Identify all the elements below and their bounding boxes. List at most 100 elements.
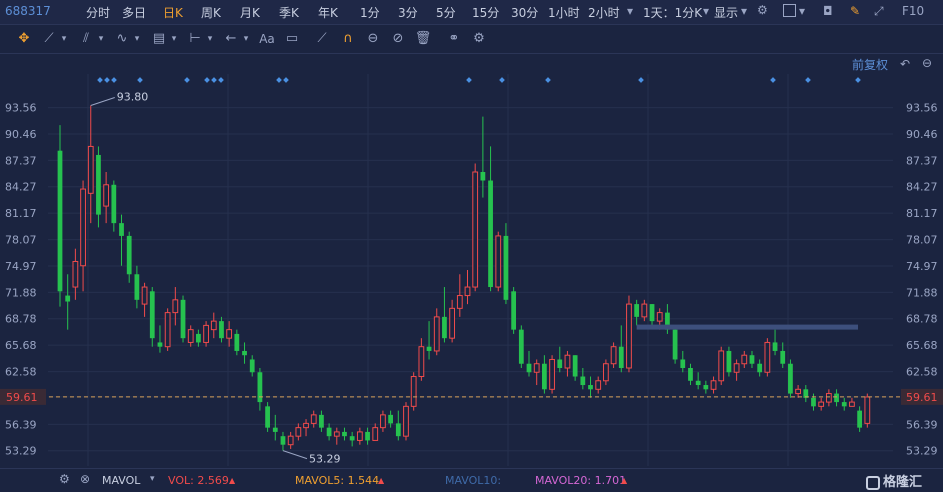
- settings-icon[interactable]: ⚙: [59, 472, 70, 486]
- candle-body-down: [326, 427, 332, 437]
- candle-body-up: [380, 414, 386, 429]
- current-price-badge-left: [0, 388, 46, 405]
- chevron-down-icon[interactable]: ▾: [150, 474, 155, 484]
- adjust-toggle[interactable]: 前复权: [852, 58, 889, 72]
- settings-icon[interactable]: ⚙: [473, 31, 485, 46]
- candle-body-down: [126, 235, 132, 275]
- candle-body-down: [680, 359, 686, 368]
- candle-body-down: [111, 184, 117, 224]
- indicator-name[interactable]: MAVOL: [102, 474, 141, 487]
- candle-body-down: [57, 150, 63, 292]
- candle-body-down: [149, 291, 155, 339]
- interval-select[interactable]: 1天：1分K: [643, 6, 703, 20]
- wave-icon[interactable]: ∿: [116, 31, 128, 46]
- chevron-down-icon[interactable]: ▾: [98, 34, 104, 44]
- period-tab-1min[interactable]: 1分: [360, 6, 380, 20]
- candle-body-down: [695, 380, 701, 386]
- chevron-down-icon[interactable]: ▾: [207, 34, 213, 44]
- candle-body-up: [825, 393, 832, 403]
- chevron-down-icon[interactable]: ▾: [243, 34, 249, 44]
- y-tick-label-left: 71.88: [5, 286, 37, 299]
- candle-body-down: [649, 304, 655, 322]
- comment-icon[interactable]: ▭: [285, 31, 299, 46]
- candle-body-down: [588, 385, 593, 390]
- magnet-icon[interactable]: ∩: [343, 31, 353, 46]
- line-icon[interactable]: ⟋: [44, 31, 54, 46]
- camera-icon[interactable]: ◘: [823, 4, 833, 18]
- channel-icon[interactable]: ⫽: [83, 31, 89, 46]
- chevron-down-icon: ▾: [799, 4, 806, 18]
- y-tick-label-right: 74.97: [906, 260, 938, 273]
- signal-marker: [97, 77, 103, 83]
- period-tab-15min[interactable]: 15分: [472, 6, 500, 20]
- ruler-icon[interactable]: ⟋: [317, 31, 327, 46]
- zoom-out-icon[interactable]: ⊖: [922, 56, 933, 70]
- signal-marker: [204, 77, 210, 83]
- vol-value: VOL: 2.569: [168, 474, 229, 487]
- candle-body-down: [249, 359, 255, 373]
- period-tab-fenshi[interactable]: 分时: [86, 6, 111, 20]
- settings-gear-icon[interactable]: ⚙: [757, 3, 768, 17]
- candle-body-up: [718, 350, 725, 382]
- candle-body-up: [656, 312, 663, 322]
- signal-marker: [855, 77, 861, 83]
- y-tick-label-right: 81.17: [906, 207, 938, 220]
- current-price-badge-right: [901, 388, 943, 405]
- candle-body-down: [572, 355, 578, 377]
- candle-body-up: [795, 388, 801, 395]
- y-tick-label-left: 62.58: [5, 366, 37, 379]
- candle-body-up: [433, 316, 440, 352]
- signal-marker: [111, 77, 117, 83]
- signal-marker: [770, 77, 776, 83]
- close-icon[interactable]: ⊗: [80, 472, 91, 486]
- candlestick-chart[interactable]: 93.56 93.56 90.46 90.46 87.37 87.37 84.27 84.27…: [0, 54, 943, 466]
- chevron-down-icon[interactable]: ▾: [61, 34, 67, 44]
- candle-body-up: [87, 145, 94, 194]
- arrow-icon[interactable]: ←: [225, 31, 237, 46]
- period-tab-quarterly[interactable]: 季K: [279, 6, 299, 20]
- text-icon[interactable]: Aa: [259, 32, 275, 46]
- period-tab-1hour[interactable]: 1小时: [548, 6, 580, 20]
- period-tab-monthly[interactable]: 月K: [240, 6, 260, 20]
- stock-code[interactable]: 688317: [5, 4, 51, 18]
- y-tick-label-right: 71.88: [906, 286, 938, 299]
- pencil-icon[interactable]: ✎: [850, 4, 861, 18]
- display-menu[interactable]: 显示: [714, 6, 739, 20]
- measure-icon[interactable]: ⊢: [189, 31, 201, 46]
- period-tab-30min[interactable]: 30分: [511, 6, 539, 20]
- lock-icon[interactable]: ⊖: [367, 31, 379, 46]
- checkbox-icon[interactable]: [783, 4, 796, 17]
- y-tick-label-left: 74.97: [5, 260, 37, 273]
- f10-button[interactable]: F10: [902, 4, 925, 18]
- drawing-toolbar: ✥ ⟋ ▾ ⫽ ▾ ∿ ▾ ▤ ▾ ⊢ ▾ ← ▾ Aa ▭ ⟋ ∩ ⊖ ⊘ 🗑…: [0, 25, 943, 54]
- candle-body-down: [234, 333, 240, 351]
- candle-body-down: [488, 180, 493, 288]
- move-icon[interactable]: ✥: [18, 31, 30, 46]
- candle-body-up: [472, 171, 479, 288]
- hide-icon[interactable]: ⊘: [392, 31, 404, 46]
- undo-icon[interactable]: ↶: [900, 57, 911, 71]
- chart-svg: 93.56 93.56 90.46 90.46 87.37 87.37 84.27 84.27…: [0, 74, 943, 466]
- chevron-down-icon[interactable]: ▾: [134, 34, 140, 44]
- candle-body-down: [511, 291, 517, 330]
- candle-body-down: [803, 389, 809, 398]
- y-tick-label-left: 84.27: [5, 181, 37, 194]
- candle-body-up: [403, 405, 409, 437]
- period-tab-weekly[interactable]: 周K: [201, 6, 221, 20]
- candle-body-down: [772, 342, 778, 351]
- period-tab-duori[interactable]: 多日: [122, 6, 147, 20]
- fullscreen-icon[interactable]: ⤢: [874, 4, 884, 18]
- chevron-down-icon[interactable]: ▾: [171, 34, 177, 44]
- period-tab-3min[interactable]: 3分: [398, 6, 418, 20]
- link-icon[interactable]: ⚭: [448, 31, 460, 46]
- candle-body-down: [811, 397, 816, 407]
- period-tab-daily[interactable]: 日K: [163, 6, 183, 20]
- period-tab-yearly[interactable]: 年K: [318, 6, 338, 20]
- candle-body-down: [388, 414, 393, 424]
- fib-icon[interactable]: ▤: [152, 31, 166, 46]
- candle-body-up: [849, 401, 855, 407]
- period-tab-5min[interactable]: 5分: [436, 6, 456, 20]
- y-tick-label-left: 68.78: [5, 313, 37, 326]
- period-tab-2hour[interactable]: 2小时: [588, 6, 620, 20]
- trash-icon[interactable]: 🗑: [414, 31, 432, 46]
